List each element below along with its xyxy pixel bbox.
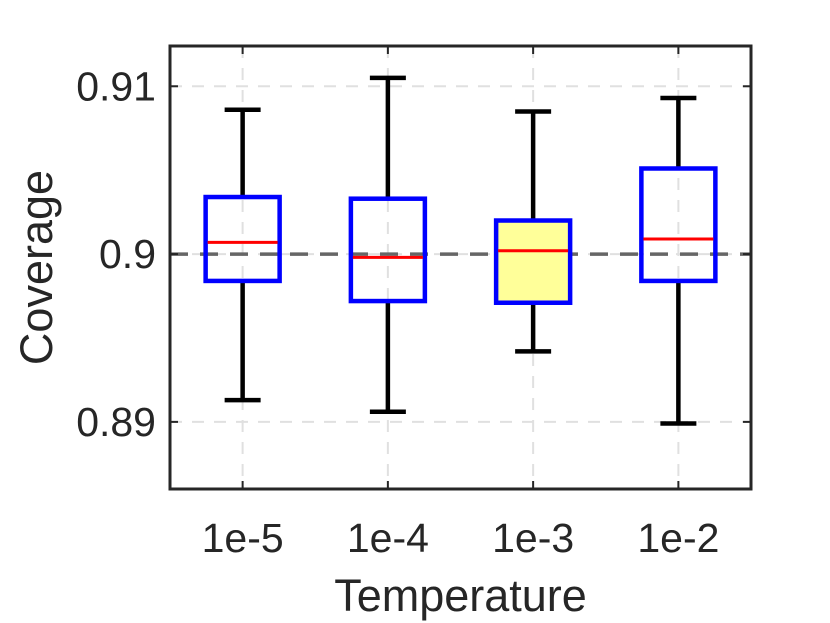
box-3 [493,109,573,354]
box-body [203,194,282,284]
y-axis-label: Coverage [11,170,62,365]
box-body [639,166,718,284]
x-tick-label: 1e-2 [637,515,719,561]
box-body [493,218,573,305]
box-2 [348,75,428,415]
boxes-group [203,75,718,426]
y-ticks: 0.89 0.9 0.91 [76,63,751,445]
x-axis-label: Temperature [334,570,587,621]
x-tick-label: 1e-4 [347,515,429,561]
box-4 [639,95,718,426]
y-tick-label: 0.9 [99,231,156,277]
box-1 [203,107,282,403]
x-tick-label: 1e-3 [492,515,574,561]
x-tick-label: 1e-5 [202,515,284,561]
y-tick-label: 0.89 [76,399,156,445]
y-tick-label: 0.91 [76,63,156,109]
x-ticks: 1e-5 1e-4 1e-3 1e-2 [202,46,719,561]
box-body [348,196,428,304]
axes-frame [168,44,753,491]
